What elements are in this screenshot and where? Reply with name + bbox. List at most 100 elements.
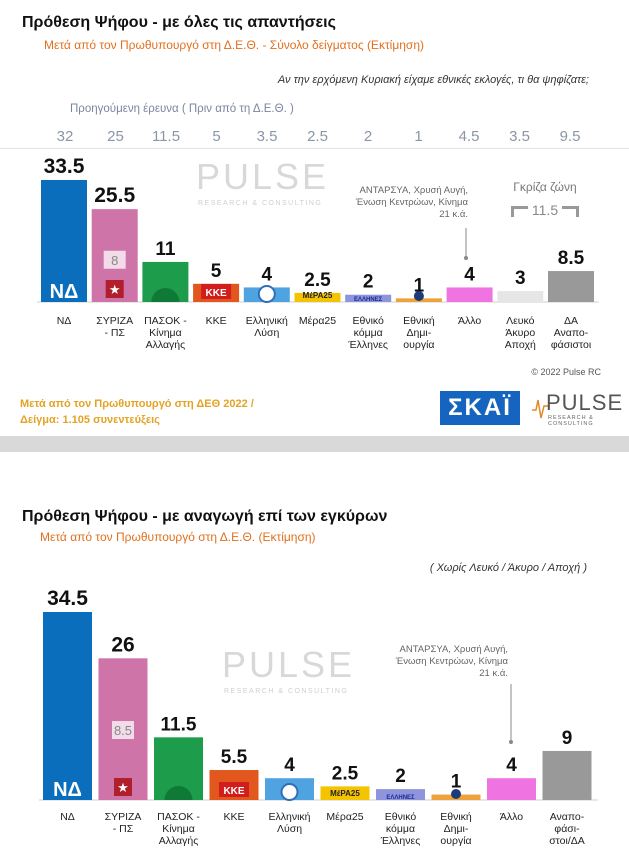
category-label-line: Λευκό <box>506 315 535 327</box>
previous-value: 4.5 <box>458 128 480 145</box>
bar <box>345 294 392 302</box>
chart-subtitle: Μετά από τον Πρωθυπουργό στη Δ.Ε.Θ. (Εκτ… <box>40 530 316 544</box>
bar-value-label: 11.5 <box>161 714 197 735</box>
category-label-line: Έλληνες <box>380 835 421 847</box>
category-label-line: Εθνική <box>440 811 472 823</box>
inner-label-box <box>103 250 126 269</box>
category-label-line: ΔΑ <box>564 315 578 327</box>
category-label: ΠΑΣΟΚ -Κίνημα Αλλαγής <box>144 315 187 351</box>
bar-chart-valid: 34.5 ΝΔ 26 ΣΥΡΙΖΑ - ΠΣ 11.5 ΠΑΣΟΚ -Κίνημα Αλλαγ… <box>39 587 598 847</box>
bar-value-label: 11 <box>155 239 176 260</box>
category-label-line: Εθνικό <box>353 315 385 327</box>
bar-value-label: 2 <box>395 766 406 787</box>
previous-value: 1 <box>414 128 423 145</box>
category-label-line: Μέρα25 <box>326 811 363 823</box>
previous-value: 9.5 <box>559 128 581 145</box>
category-label-line: Εθνικό <box>385 811 417 823</box>
previous-value: 11.5 <box>151 128 181 145</box>
grey-zone-bracket-left <box>511 205 528 217</box>
category-label: Αναπο-φάσι-στοι/ΔΑ <box>549 811 585 847</box>
category-label: ΔΑ Αναπο-φάσιστοι <box>551 315 592 351</box>
category-label-line: ουργία <box>403 339 434 351</box>
exclusion-note: ( Χωρίς Λευκό / Άκυρο / Αποχή ) <box>429 562 587 574</box>
category-label-line: ΠΑΣΟΚ - <box>144 315 187 327</box>
category-label-line: ΣΥΡΙΖΑ <box>96 315 133 327</box>
bar-value-label: 5.5 <box>221 747 248 768</box>
pulse-watermark: PULSE <box>222 644 356 685</box>
category-label: Λευκό Άκυρο Αποχή <box>505 315 536 351</box>
category-label-line: ΝΔ <box>60 811 75 823</box>
bar-value-label: 4 <box>284 755 295 776</box>
bar <box>487 778 536 800</box>
category-label-line: Κίνημα <box>149 327 182 339</box>
previous-value: 3.5 <box>256 128 278 145</box>
chart-title: Πρόθεση Ψήφου - με αναγωγή επί των εγκύρ… <box>22 508 388 525</box>
category-label-line: φάσι- <box>554 823 580 835</box>
pulse-logo: PULSE RESEARCH & CONSULTING <box>532 390 624 427</box>
kke-logo-icon <box>219 782 249 797</box>
category-label-line: Αλλαγής <box>146 339 186 351</box>
bar-value-label: 25.5 <box>94 184 135 207</box>
category-label-line: ΚΚΕ <box>223 811 244 823</box>
bar-chart-all: 33.5 ΝΔ 25.5 ΣΥΡΙΖΑ - ΠΣ 11 ΠΑΣΟΚ -Κίνημα Αλλαγ… <box>37 155 599 351</box>
grey-zone-number: 11.5 <box>531 202 559 218</box>
syriza-star-icon: ★ <box>109 282 121 297</box>
category-label: ΚΚΕ <box>206 315 227 327</box>
grey-zone-bracket-right <box>562 205 579 217</box>
category-label-line: Δημι- <box>407 327 432 339</box>
category-label-line: Άλλο <box>458 315 481 327</box>
category-label: Εθνική Δημι-ουργία <box>403 315 435 351</box>
category-label-line: Αλλαγής <box>159 835 199 847</box>
previous-value: 2.5 <box>307 128 328 145</box>
pulse-watermark-sub: RESEARCH & CONSULTING <box>198 200 323 207</box>
footer-note: Μετά από τον Πρωθυπουργό στη ΔΕΘ 2022 / … <box>20 396 254 428</box>
category-label-line: Αποχή <box>505 339 536 351</box>
inner-label: 8 <box>111 253 118 268</box>
category-label-line: - ΠΣ <box>104 327 125 339</box>
category-label: ΣΥΡΙΖΑ - ΠΣ <box>105 811 142 835</box>
panel-valid-votes: PULSE RESEARCH & CONSULTING Πρόθεση Ψήφο… <box>0 452 629 853</box>
category-label: Μέρα25 <box>299 315 336 327</box>
category-label-line: φάσιστοι <box>551 339 592 351</box>
elliniki-lysi-icon <box>257 285 276 303</box>
pulse-wave-icon <box>532 399 548 419</box>
syriza-logo-icon <box>105 280 124 298</box>
bar <box>446 287 493 302</box>
pulse-watermark: PULSE <box>196 156 330 197</box>
category-label-line: Ελληνική <box>246 315 288 327</box>
category-label: Άλλο <box>500 811 523 823</box>
bar-value-label: 2.5 <box>304 270 331 291</box>
syriza-star-icon: ★ <box>117 780 129 795</box>
ethniki-dimiourgia-icon <box>451 789 461 799</box>
category-label-line: κόμμα <box>386 823 415 835</box>
bar <box>497 291 544 302</box>
other-parties-note: ΑΝΤΑΡΣΥΑ, Χρυσή Αυγή, Ένωση Κεντρώων, Κί… <box>395 644 508 679</box>
category-label-line: Αναπο- <box>550 811 585 823</box>
category-label: Ελληνική Λύση <box>268 811 310 835</box>
category-label-line: Λύση <box>254 327 279 339</box>
bar-value-label: 5 <box>211 261 222 282</box>
category-label-line: Αναπο- <box>554 327 589 339</box>
bar <box>376 789 425 800</box>
category-label-line: ΚΚΕ <box>206 315 227 327</box>
category-label-line: ΣΥΡΙΖΑ <box>105 811 142 823</box>
pulse-logo-text: PULSE <box>546 390 624 415</box>
category-label-line: Δημι- <box>444 823 469 835</box>
grey-zone-value: 11.5 <box>500 202 590 218</box>
bar <box>41 180 87 302</box>
ellines-logo-icon: ΕΛΛΗΝΕΣ <box>354 297 383 303</box>
category-label-line: στοι/ΔΑ <box>549 835 585 847</box>
category-label-line: Έλληνες <box>347 339 388 351</box>
pulse-logo-sub: RESEARCH & CONSULTING <box>548 415 594 427</box>
inner-label-box <box>112 721 134 740</box>
category-label-line: κόμμα <box>354 327 383 339</box>
bar-value-label: 4 <box>464 264 475 285</box>
note-pointer-dot <box>464 256 468 260</box>
bar-value-label: 34.5 <box>47 587 88 610</box>
bar-value-label: 3 <box>515 268 526 289</box>
category-label-line: Κίνημα <box>162 823 195 835</box>
bar <box>548 271 594 302</box>
category-label: ΝΔ <box>60 811 75 823</box>
category-label: Εθνικό κόμμα Έλληνες <box>347 315 388 351</box>
footer-line-1: Μετά από τον Πρωθυπουργό στη ΔΕΘ 2022 / <box>20 398 254 410</box>
